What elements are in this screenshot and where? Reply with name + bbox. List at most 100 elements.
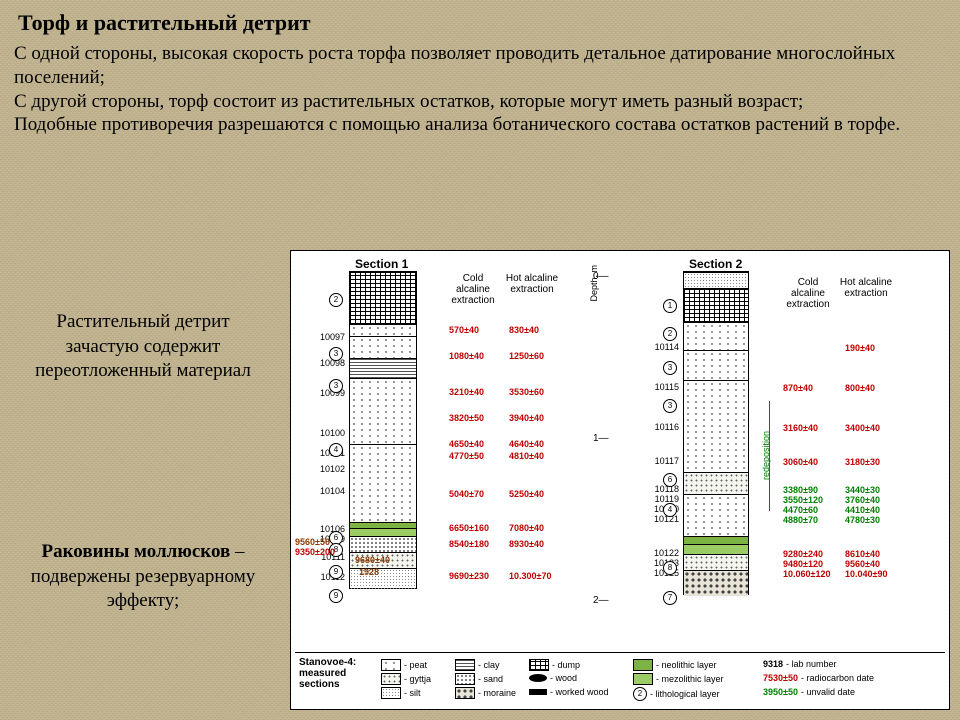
date-cold: 5040±70 [449, 489, 484, 499]
legend-item: - moraine [455, 687, 516, 699]
date-hot: 7080±40 [509, 523, 544, 533]
strat-layer [684, 536, 748, 544]
date-cold: 3210±40 [449, 387, 484, 397]
legend-swatch [455, 659, 475, 671]
strat-layer [684, 570, 748, 596]
lithology-marker: 4 [663, 503, 677, 517]
date-cold: 4470±60 [783, 505, 818, 515]
legend-swatch [455, 687, 475, 699]
legend-item: 9318- lab number [763, 659, 837, 669]
strat-layer [684, 472, 748, 494]
date-hot: 8610±40 [845, 549, 880, 559]
strat-column [349, 271, 417, 589]
strat-layer [684, 544, 748, 554]
figure-legend: Stanovoe-4:measuredsections - peat - gyttj… [295, 652, 945, 707]
lithology-marker: 1 [663, 299, 677, 313]
legend-item: - mezolithic layer [633, 673, 724, 685]
date-extra: 9560±50 [295, 537, 330, 547]
legend-wood-icon [529, 674, 547, 682]
legend-label: - wood [550, 673, 577, 683]
legend-title: Stanovoe-4:measuredsections [299, 657, 356, 690]
date-hot: 3440±30 [845, 485, 880, 495]
lithology-marker: 9 [329, 565, 343, 579]
column-header: Hot alcaline extraction [505, 273, 559, 295]
sample-id: 10119 [647, 494, 679, 504]
legend-label: - dump [552, 660, 580, 670]
legend-label: - worked wood [550, 687, 609, 697]
date-cold: 3060±40 [783, 457, 818, 467]
strat-layer [350, 378, 416, 444]
legend-item: - dump [529, 659, 580, 671]
lithology-marker: 7 [663, 591, 677, 605]
date-extra: 9680±40 [355, 555, 390, 565]
date-hot: 9560±40 [845, 559, 880, 569]
date-cold: 6650±160 [449, 523, 489, 533]
legend-swatch [381, 673, 401, 685]
strat-layer [350, 528, 416, 536]
legend-swatch [633, 673, 653, 685]
sample-id: 10104 [313, 486, 345, 496]
sample-id: 10097 [313, 332, 345, 342]
strat-layer [684, 554, 748, 570]
depth-tick: 0— [593, 271, 609, 282]
legend-label: - radiocarbon date [801, 673, 874, 683]
date-hot: 3940±40 [509, 413, 544, 423]
date-extra: 9350±200 [295, 547, 335, 557]
legend-swatch [381, 659, 401, 671]
page-title: Торф и растительный детрит [0, 0, 960, 36]
side-note-detritus: Растительный детрит зачастую содержит пе… [18, 310, 268, 384]
date-cold: 4650±40 [449, 439, 484, 449]
legend-text-sample: 7530±50 [763, 673, 798, 683]
legend-label: - lithological layer [650, 689, 720, 699]
column-header: Hot alcaline extraction [839, 277, 893, 299]
date-hot: 5250±40 [509, 489, 544, 499]
date-hot: 4410±40 [845, 505, 880, 515]
date-cold: 1080±40 [449, 351, 484, 361]
date-cold: 9690±230 [449, 571, 489, 581]
column-header: Cold alcaline extraction [781, 277, 835, 310]
lithology-marker: 4 [329, 443, 343, 457]
lithology-marker: 8 [663, 561, 677, 575]
legend-item: - gyttja [381, 673, 431, 685]
strat-layer [684, 494, 748, 536]
legend-worked-icon [529, 689, 547, 695]
legend-label: - gyttja [404, 674, 431, 684]
legend-label: - peat [404, 660, 427, 670]
strat-layer [684, 322, 748, 350]
side-note-mollusks: Раковины моллюсков – подвержены резервуа… [18, 540, 268, 614]
date-hot: 1250±60 [509, 351, 544, 361]
strat-layer [350, 272, 416, 324]
date-hot: 10.300±70 [509, 571, 551, 581]
legend-label: - mezolithic layer [656, 674, 724, 684]
legend-label: - lab number [786, 659, 837, 669]
legend-label: - moraine [478, 688, 516, 698]
date-hot: 3400±40 [845, 423, 880, 433]
date-cold: 10.060±120 [783, 569, 830, 579]
legend-swatch [633, 659, 653, 671]
date-hot: 4780±30 [845, 515, 880, 525]
legend-item: - wood [529, 673, 577, 683]
legend-swatch [455, 673, 475, 685]
section-title: Section 1 [355, 257, 408, 271]
lithology-marker: 2 [329, 293, 343, 307]
sample-id: 10115 [647, 382, 679, 392]
date-hot: 4810±40 [509, 451, 544, 461]
lithology-marker: 3 [329, 379, 343, 393]
sample-id: 10114 [647, 342, 679, 352]
date-hot: 830±40 [509, 325, 539, 335]
legend-text-sample: 9318 [763, 659, 783, 669]
date-hot: 800±40 [845, 383, 875, 393]
lithology-marker: 3 [329, 347, 343, 361]
legend-item: 7530±50- radiocarbon date [763, 673, 874, 683]
date-cold: 570±40 [449, 325, 479, 335]
depth-tick: 1— [593, 433, 609, 444]
redeposition-arrow [769, 401, 770, 511]
date-hot: 3530±60 [509, 387, 544, 397]
legend-item: - clay [455, 659, 500, 671]
legend-label: - neolithic layer [656, 660, 717, 670]
sample-id: 10100 [313, 428, 345, 438]
date-hot: 3180±30 [845, 457, 880, 467]
legend-item: 2- lithological layer [633, 687, 720, 701]
strat-layer [684, 272, 748, 288]
legend-item: - sand [455, 673, 503, 685]
